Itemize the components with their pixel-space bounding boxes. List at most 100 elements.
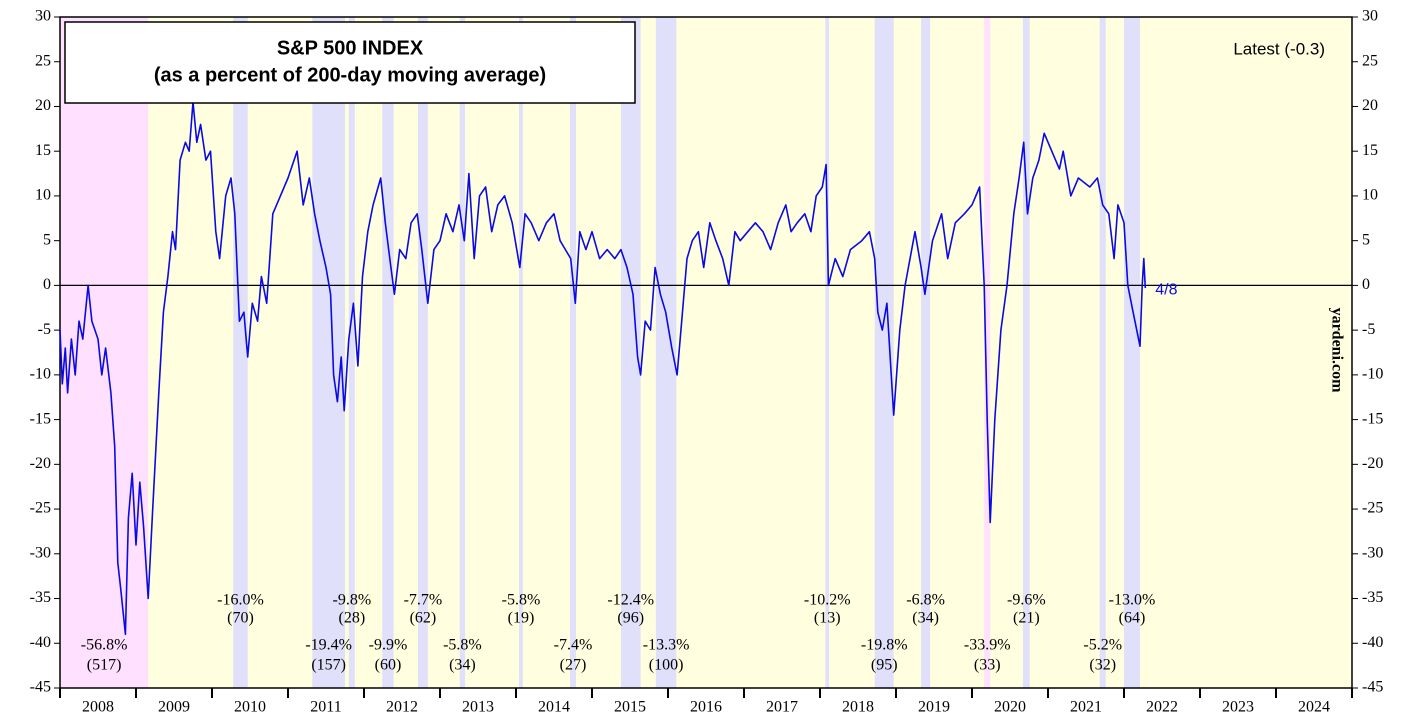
event-days: (19) bbox=[508, 610, 535, 627]
event-band bbox=[874, 17, 894, 688]
event-band bbox=[233, 17, 248, 688]
y2-tick-label: -20 bbox=[1362, 455, 1383, 472]
x-tick-label: 2013 bbox=[462, 699, 494, 716]
y-tick-label: 5 bbox=[43, 231, 51, 248]
y2-tick-label: 15 bbox=[1362, 142, 1378, 159]
event-days: (34) bbox=[449, 657, 476, 674]
event-days: (21) bbox=[1013, 610, 1040, 627]
event-days: (100) bbox=[649, 657, 684, 674]
event-band bbox=[60, 17, 149, 688]
event-decline: -16.0% bbox=[217, 592, 264, 609]
y2-tick-label: -10 bbox=[1362, 366, 1383, 383]
y-tick-label: -5 bbox=[38, 321, 51, 338]
event-band bbox=[312, 17, 345, 688]
y-tick-label: 0 bbox=[43, 276, 51, 293]
event-band bbox=[825, 17, 830, 688]
x-tick-label: 2012 bbox=[386, 699, 418, 716]
event-decline: -9.9% bbox=[369, 637, 408, 654]
event-days: (64) bbox=[1119, 610, 1146, 627]
event-decline: -6.8% bbox=[906, 592, 945, 609]
event-decline: -9.6% bbox=[1007, 592, 1046, 609]
y-tick-label: 20 bbox=[35, 97, 51, 114]
y-tick-label: -25 bbox=[30, 500, 51, 517]
event-decline: -13.3% bbox=[643, 637, 690, 654]
y2-tick-label: -30 bbox=[1362, 544, 1383, 561]
x-tick-label: 2011 bbox=[310, 699, 341, 716]
y-tick-label: -15 bbox=[30, 410, 51, 427]
event-band bbox=[382, 17, 394, 688]
event-decline: -7.4% bbox=[554, 637, 593, 654]
event-band bbox=[655, 17, 677, 688]
y-tick-label: 25 bbox=[35, 52, 51, 69]
event-decline: -5.8% bbox=[502, 592, 541, 609]
y-tick-label: 10 bbox=[35, 187, 51, 204]
plot-area bbox=[60, 17, 1352, 688]
chart-subtitle: (as a percent of 200-day moving average) bbox=[154, 64, 546, 86]
event-decline: -56.8% bbox=[81, 637, 128, 654]
x-tick-label: 2024 bbox=[1298, 699, 1330, 716]
event-days: (60) bbox=[375, 657, 402, 674]
source: yardeni.com bbox=[1328, 308, 1345, 394]
y-tick-label: -45 bbox=[30, 679, 51, 696]
event-decline: -19.8% bbox=[861, 637, 908, 654]
event-days: (34) bbox=[912, 610, 939, 627]
y-tick-label: -35 bbox=[30, 589, 51, 606]
y-tick-label: -20 bbox=[30, 455, 51, 472]
x-tick-label: 2023 bbox=[1222, 699, 1254, 716]
x-tick-label: 2014 bbox=[538, 699, 570, 716]
event-band bbox=[569, 17, 577, 688]
y-tick-label: -30 bbox=[30, 544, 51, 561]
y2-tick-label: -40 bbox=[1362, 634, 1383, 651]
event-band bbox=[921, 17, 931, 688]
x-tick-label: 2008 bbox=[82, 699, 114, 716]
event-decline: -12.4% bbox=[607, 592, 654, 609]
event-band bbox=[984, 17, 991, 688]
event-band bbox=[519, 17, 523, 688]
x-tick-label: 2017 bbox=[766, 699, 798, 716]
event-days: (70) bbox=[227, 610, 254, 627]
event-days: (157) bbox=[311, 657, 346, 674]
x-tick-label: 2016 bbox=[690, 699, 722, 716]
y-tick-label: -10 bbox=[30, 366, 51, 383]
event-decline: -19.4% bbox=[305, 637, 352, 654]
x-tick-label: 2020 bbox=[994, 699, 1026, 716]
end-label: 4/8 bbox=[1155, 281, 1177, 298]
event-band bbox=[1022, 17, 1030, 688]
event-days: (33) bbox=[974, 657, 1001, 674]
y2-tick-label: 5 bbox=[1362, 231, 1370, 248]
y2-tick-label: 30 bbox=[1362, 8, 1378, 25]
latest-note: Latest (-0.3) bbox=[1233, 39, 1325, 58]
event-days: (96) bbox=[617, 610, 644, 627]
event-decline: -5.2% bbox=[1083, 637, 1122, 654]
chart-title: S&P 500 INDEX bbox=[277, 37, 424, 59]
x-tick-label: 2021 bbox=[1070, 699, 1102, 716]
event-band bbox=[348, 17, 355, 688]
y-tick-label: 30 bbox=[35, 8, 51, 25]
y2-tick-label: 0 bbox=[1362, 276, 1370, 293]
y2-tick-label: 25 bbox=[1362, 52, 1378, 69]
event-days: (32) bbox=[1089, 657, 1116, 674]
title-box bbox=[64, 21, 636, 104]
y2-tick-label: -25 bbox=[1362, 500, 1383, 517]
y2-tick-label: -45 bbox=[1362, 679, 1383, 696]
plot-frame bbox=[59, 16, 1353, 689]
x-tick-label: 2009 bbox=[158, 699, 190, 716]
event-band bbox=[417, 17, 428, 688]
event-band bbox=[620, 17, 641, 688]
event-decline: -10.2% bbox=[804, 592, 851, 609]
event-days: (28) bbox=[339, 610, 366, 627]
event-days: (517) bbox=[87, 657, 122, 674]
y-tick-label: -40 bbox=[30, 634, 51, 651]
event-band bbox=[459, 17, 466, 688]
event-days: (62) bbox=[410, 610, 437, 627]
x-tick-label: 2015 bbox=[614, 699, 646, 716]
y2-tick-label: 20 bbox=[1362, 97, 1378, 114]
event-band bbox=[1124, 17, 1140, 688]
event-decline: -33.9% bbox=[964, 637, 1011, 654]
x-tick-label: 2022 bbox=[1146, 699, 1178, 716]
y2-tick-label: -5 bbox=[1362, 321, 1375, 338]
plot-background bbox=[60, 17, 1352, 688]
event-decline: -7.7% bbox=[404, 592, 443, 609]
y2-tick-label: -15 bbox=[1362, 410, 1383, 427]
